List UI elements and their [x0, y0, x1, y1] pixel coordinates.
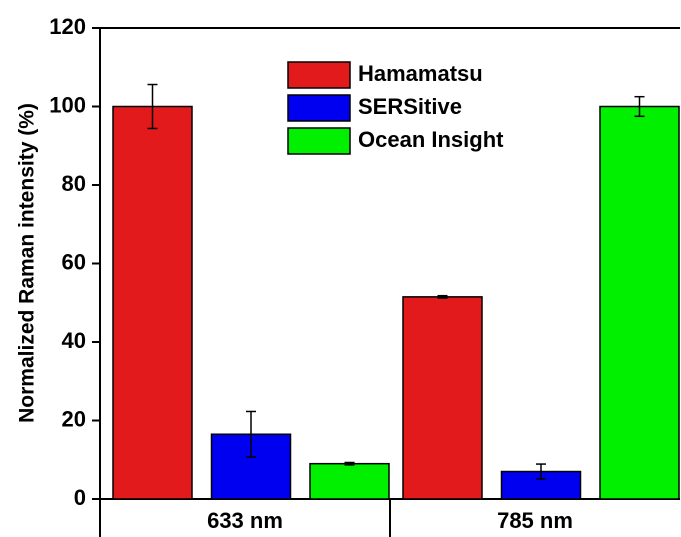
y-tick-label: 60 [62, 249, 86, 274]
legend-swatch [287, 94, 351, 122]
bar [402, 296, 483, 500]
y-tick-label: 120 [49, 14, 86, 39]
legend-swatch [287, 61, 351, 89]
error-bar [437, 294, 448, 299]
y-tick-label: 20 [62, 406, 86, 431]
y-tick-label: 80 [62, 171, 86, 196]
error-bar [536, 463, 546, 480]
error-bar [634, 95, 645, 118]
y-tick-label: 100 [49, 92, 86, 117]
legend-label: Hamamatsu [358, 61, 483, 86]
y-tick-label: 40 [62, 328, 86, 353]
bar [309, 462, 390, 500]
legend-swatch [287, 127, 351, 155]
legend-label: Ocean Insight [358, 127, 504, 152]
y-tick-label: 0 [74, 485, 86, 510]
legend-label: SERSitive [358, 94, 462, 119]
error-bar [147, 83, 158, 130]
bar [112, 105, 193, 500]
y-axis-title: Normalized Raman intensity (%) [16, 103, 39, 423]
error-bar [246, 410, 256, 458]
bar [210, 433, 292, 500]
x-tick-label: 633 nm [207, 508, 283, 533]
error-bar [344, 461, 355, 466]
bar [599, 105, 680, 500]
x-tick-label: 785 nm [497, 508, 573, 533]
